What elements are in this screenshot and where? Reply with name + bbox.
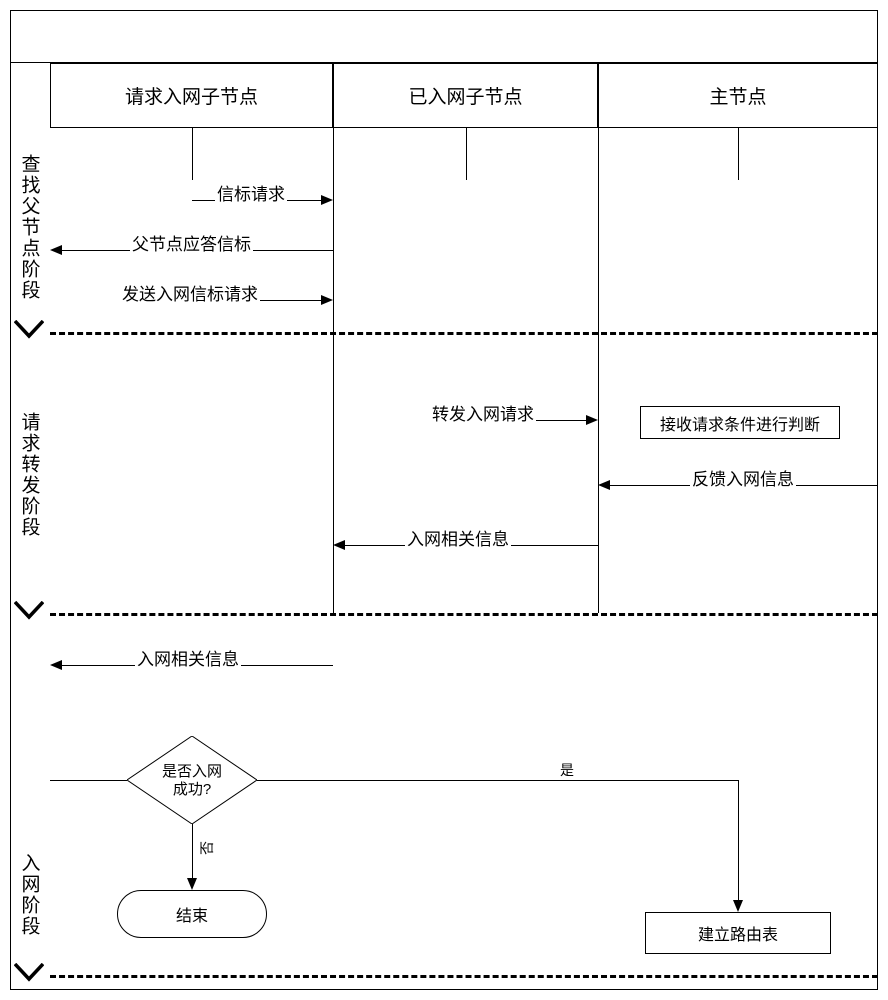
route-box: 建立路由表 — [645, 912, 831, 954]
down-to-route — [738, 780, 739, 900]
lane-sep-2 — [598, 128, 599, 613]
arrow-head-icon — [333, 540, 345, 550]
arrow-head-icon — [187, 878, 197, 890]
lifeline-3 — [738, 128, 739, 180]
diamond-text-1: 是否入网 — [162, 763, 222, 780]
phase-text: 入网阶段 — [16, 853, 43, 937]
arrow-head-icon — [50, 660, 62, 670]
judge-box: 接收请求条件进行判断 — [640, 406, 840, 439]
msg-label: 信标请求 — [215, 180, 287, 205]
diamond-text-2: 成功? — [173, 781, 211, 798]
sequence-diagram: 请求入网子节点 已入网子节点 主节点 查找父节点阶段 请求转发阶段 入网阶段 信… — [0, 0, 888, 1000]
box-label: 接收请求条件进行判断 — [660, 411, 820, 435]
lane-header-3: 主节点 — [598, 63, 878, 128]
no-label: 否 — [197, 841, 217, 855]
lane-header-1: 请求入网子节点 — [50, 63, 333, 128]
msg-label: 转发入网请求 — [430, 400, 536, 425]
lane-label: 已入网子节点 — [408, 82, 522, 109]
phase-sep-2 — [50, 613, 878, 616]
lane-label: 请求入网子节点 — [125, 82, 258, 109]
yes-label: 是 — [560, 760, 574, 780]
phase-text: 请求转发阶段 — [16, 412, 43, 538]
msg-label: 发送入网信标请求 — [120, 280, 260, 305]
decision-in-left — [50, 780, 127, 781]
phase-label-2: 请求转发阶段 — [14, 380, 44, 570]
arrow-head-icon — [586, 415, 598, 425]
lifeline-1 — [192, 128, 193, 180]
phase-sep-3 — [50, 975, 878, 978]
outer-frame — [10, 10, 878, 990]
arrow-head-icon — [598, 480, 610, 490]
chevron-icon — [14, 963, 44, 987]
phase-label-1: 查找父节点阶段 — [14, 140, 44, 315]
chevron-icon — [14, 320, 44, 344]
arrow-head-icon — [321, 195, 333, 205]
lifeline-2 — [466, 128, 467, 180]
box-label: 建立路由表 — [698, 921, 778, 945]
arrow-head-icon — [733, 900, 743, 912]
chevron-icon — [14, 601, 44, 625]
msg-label: 入网相关信息 — [135, 645, 241, 670]
arrow-head-icon — [50, 245, 62, 255]
phase-text: 查找父节点阶段 — [16, 154, 43, 301]
decision-out-right — [257, 780, 738, 781]
lane-header-2: 已入网子节点 — [333, 63, 598, 128]
arrow-head-icon — [321, 295, 333, 305]
top-blank-row — [10, 10, 878, 63]
msg-label: 反馈入网信息 — [690, 465, 796, 490]
msg-label: 入网相关信息 — [405, 525, 511, 550]
terminator-end: 结束 — [117, 890, 267, 938]
terminator-label: 结束 — [176, 902, 208, 926]
phase-label-3: 入网阶段 — [14, 830, 44, 960]
down-to-end — [192, 824, 193, 878]
diamond-label: 是否入网 成功? — [127, 763, 257, 799]
lane-label: 主节点 — [709, 82, 766, 109]
phase-sep-1 — [50, 332, 878, 335]
decision-diamond: 是否入网 成功? — [127, 736, 257, 824]
msg-label: 父节点应答信标 — [130, 230, 253, 255]
